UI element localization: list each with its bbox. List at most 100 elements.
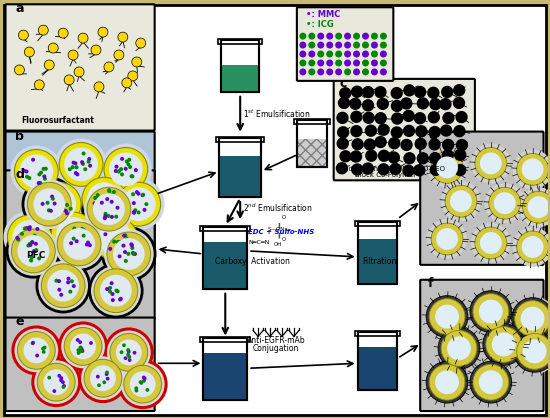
FancyBboxPatch shape bbox=[334, 79, 475, 180]
Circle shape bbox=[109, 153, 143, 186]
Circle shape bbox=[8, 226, 58, 276]
Circle shape bbox=[102, 227, 156, 281]
Circle shape bbox=[24, 179, 74, 229]
Circle shape bbox=[116, 290, 119, 293]
Circle shape bbox=[132, 57, 142, 67]
Circle shape bbox=[124, 251, 126, 253]
Bar bbox=[297, 120, 327, 167]
Circle shape bbox=[378, 124, 389, 135]
Circle shape bbox=[372, 60, 377, 66]
Circle shape bbox=[116, 206, 119, 209]
Circle shape bbox=[134, 252, 136, 255]
Circle shape bbox=[90, 342, 92, 344]
Circle shape bbox=[137, 192, 140, 195]
Bar bbox=[204, 339, 247, 400]
Circle shape bbox=[59, 143, 103, 186]
Text: N═C═N: N═C═N bbox=[248, 240, 270, 245]
Circle shape bbox=[107, 214, 110, 217]
Circle shape bbox=[78, 173, 130, 225]
Circle shape bbox=[47, 270, 79, 302]
Circle shape bbox=[372, 69, 377, 75]
Circle shape bbox=[429, 127, 440, 138]
Circle shape bbox=[136, 38, 146, 48]
Circle shape bbox=[120, 173, 123, 176]
Circle shape bbox=[7, 224, 60, 278]
Circle shape bbox=[64, 75, 74, 85]
Circle shape bbox=[116, 339, 142, 365]
Circle shape bbox=[78, 231, 80, 234]
Circle shape bbox=[36, 259, 90, 313]
Circle shape bbox=[480, 232, 502, 254]
Circle shape bbox=[516, 231, 548, 263]
Circle shape bbox=[119, 241, 121, 243]
Circle shape bbox=[327, 60, 333, 66]
Circle shape bbox=[97, 375, 99, 378]
Circle shape bbox=[27, 244, 30, 247]
Circle shape bbox=[26, 176, 28, 178]
Circle shape bbox=[104, 215, 107, 218]
Circle shape bbox=[58, 375, 60, 377]
Text: Block Co-Polymer: Block Co-Polymer bbox=[355, 172, 416, 178]
Bar bbox=[205, 353, 246, 399]
Circle shape bbox=[438, 327, 480, 369]
Circle shape bbox=[39, 181, 41, 184]
Circle shape bbox=[113, 240, 116, 243]
Circle shape bbox=[513, 150, 550, 189]
Circle shape bbox=[69, 234, 72, 237]
Circle shape bbox=[74, 242, 76, 244]
Circle shape bbox=[372, 42, 377, 48]
Circle shape bbox=[430, 99, 441, 110]
Circle shape bbox=[41, 203, 44, 205]
Circle shape bbox=[113, 238, 145, 270]
Circle shape bbox=[375, 113, 386, 124]
Text: $2^{nd}$ Emulsification: $2^{nd}$ Emulsification bbox=[243, 202, 312, 214]
Bar bbox=[221, 40, 259, 92]
Circle shape bbox=[59, 201, 62, 203]
Circle shape bbox=[91, 45, 101, 55]
Circle shape bbox=[436, 326, 482, 371]
Circle shape bbox=[352, 139, 363, 150]
Circle shape bbox=[131, 247, 134, 249]
Circle shape bbox=[135, 387, 138, 390]
Circle shape bbox=[83, 229, 86, 232]
Circle shape bbox=[112, 299, 114, 301]
Circle shape bbox=[468, 289, 514, 334]
Circle shape bbox=[60, 293, 63, 296]
Circle shape bbox=[115, 215, 118, 218]
Circle shape bbox=[51, 212, 95, 256]
Circle shape bbox=[103, 381, 106, 383]
Circle shape bbox=[117, 241, 119, 243]
FancyBboxPatch shape bbox=[420, 280, 543, 411]
Circle shape bbox=[131, 252, 134, 254]
Circle shape bbox=[34, 188, 65, 220]
Circle shape bbox=[443, 112, 454, 123]
Circle shape bbox=[327, 69, 333, 75]
Circle shape bbox=[124, 357, 127, 359]
Circle shape bbox=[98, 27, 108, 37]
Circle shape bbox=[363, 112, 374, 123]
Circle shape bbox=[100, 197, 103, 200]
Circle shape bbox=[63, 385, 65, 387]
Circle shape bbox=[84, 168, 86, 171]
Circle shape bbox=[120, 351, 123, 354]
Bar bbox=[359, 239, 397, 283]
Circle shape bbox=[38, 257, 40, 260]
Circle shape bbox=[300, 51, 306, 57]
Circle shape bbox=[74, 162, 76, 165]
Circle shape bbox=[429, 364, 465, 400]
Circle shape bbox=[146, 389, 148, 391]
Circle shape bbox=[70, 334, 96, 359]
Circle shape bbox=[31, 247, 34, 249]
Text: Filtration: Filtration bbox=[362, 257, 397, 266]
Circle shape bbox=[403, 165, 414, 176]
Circle shape bbox=[117, 170, 120, 173]
Circle shape bbox=[68, 50, 78, 60]
Circle shape bbox=[47, 208, 99, 260]
Circle shape bbox=[130, 175, 133, 178]
Circle shape bbox=[58, 288, 60, 291]
Circle shape bbox=[42, 168, 45, 170]
Circle shape bbox=[46, 201, 49, 204]
Circle shape bbox=[519, 187, 550, 227]
Circle shape bbox=[352, 164, 362, 175]
Circle shape bbox=[62, 202, 64, 204]
